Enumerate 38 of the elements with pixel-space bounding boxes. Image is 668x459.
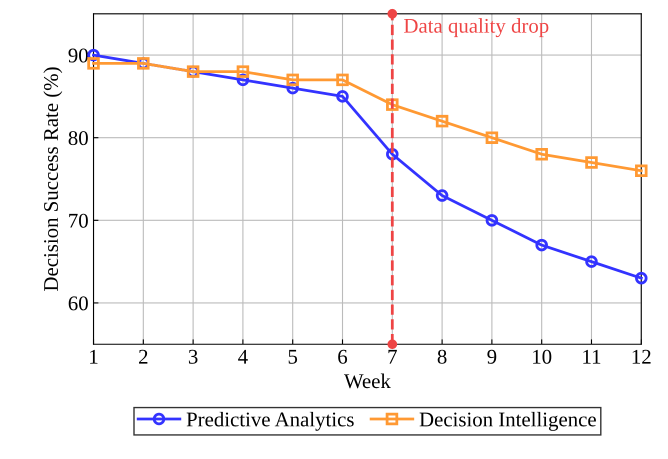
point (387, 339, 398, 350)
point (336, 90, 349, 103)
x-tick-label: 10 (533, 350, 552, 364)
point (635, 164, 648, 177)
legend-label: Decision Intelligence (420, 412, 596, 431)
point (336, 74, 349, 86)
x-tick-label: 11 (583, 350, 600, 364)
point (486, 214, 498, 227)
x-tick-label: 1 (90, 350, 98, 364)
x-tick-label: 6 (338, 350, 348, 364)
point (286, 74, 299, 86)
y-tick-label: 80 (68, 131, 88, 146)
point (535, 148, 548, 160)
x-tick-label: 2 (139, 350, 148, 364)
point (486, 131, 498, 144)
annotation: Data quality drop (404, 18, 548, 38)
point (585, 156, 598, 169)
legend-label: Predictive Analytics (186, 412, 354, 431)
point (535, 238, 548, 252)
x-tick-label: 3 (188, 350, 198, 364)
x-axis-title: Week (344, 374, 391, 388)
x-tick-label: 5 (288, 350, 298, 364)
x-tick-label: 4 (238, 350, 248, 364)
point (87, 57, 100, 70)
y-tick-label: 70 (69, 214, 88, 228)
x-tick-label: 9 (487, 350, 496, 364)
y-axis-title: Decision Success Rate (%) (43, 67, 62, 291)
point (236, 65, 250, 78)
x-tick-label: 12 (632, 350, 651, 364)
point (436, 114, 448, 128)
point (635, 272, 648, 284)
x-tick-label: 7 (388, 350, 397, 364)
y-tick-label: 60 (68, 296, 88, 310)
point (386, 98, 399, 111)
point (387, 8, 398, 19)
point (436, 189, 448, 202)
x-tick-label: 8 (438, 350, 447, 364)
point (585, 255, 598, 268)
